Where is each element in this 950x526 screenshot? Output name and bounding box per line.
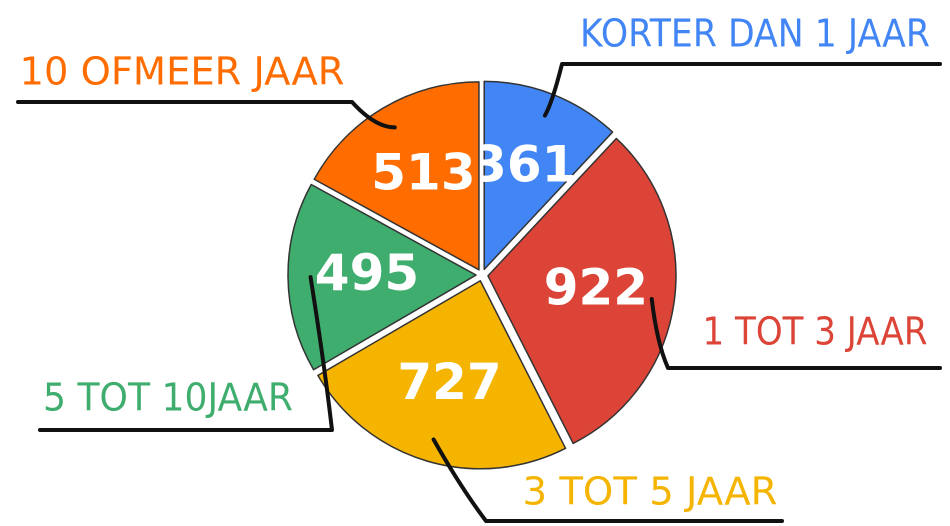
- pie-slice: [487, 137, 677, 445]
- value-label: 361: [472, 135, 576, 193]
- pie-slice: [287, 183, 477, 371]
- category-label: 1 TOT 3 JAAR: [703, 310, 928, 354]
- value-label: 727: [397, 353, 501, 411]
- category-label: 3 TOT 5 JAAR: [523, 470, 778, 514]
- leader-line: [38, 275, 334, 432]
- leader-line: [16, 100, 397, 130]
- category-label: KORTER DAN 1 JAAR: [580, 12, 930, 56]
- category-label: 10 OFMEER JAAR: [20, 50, 345, 94]
- leader-line: [542, 62, 942, 118]
- category-label: 5 TOT 10JAAR: [43, 376, 293, 420]
- value-label: 513: [371, 143, 475, 201]
- value-label: 495: [315, 244, 419, 302]
- pie-slice: [313, 81, 480, 271]
- leader-line: [431, 437, 784, 523]
- leader-line: [649, 297, 942, 370]
- value-label: 922: [544, 259, 648, 317]
- pie-slice: [317, 280, 567, 470]
